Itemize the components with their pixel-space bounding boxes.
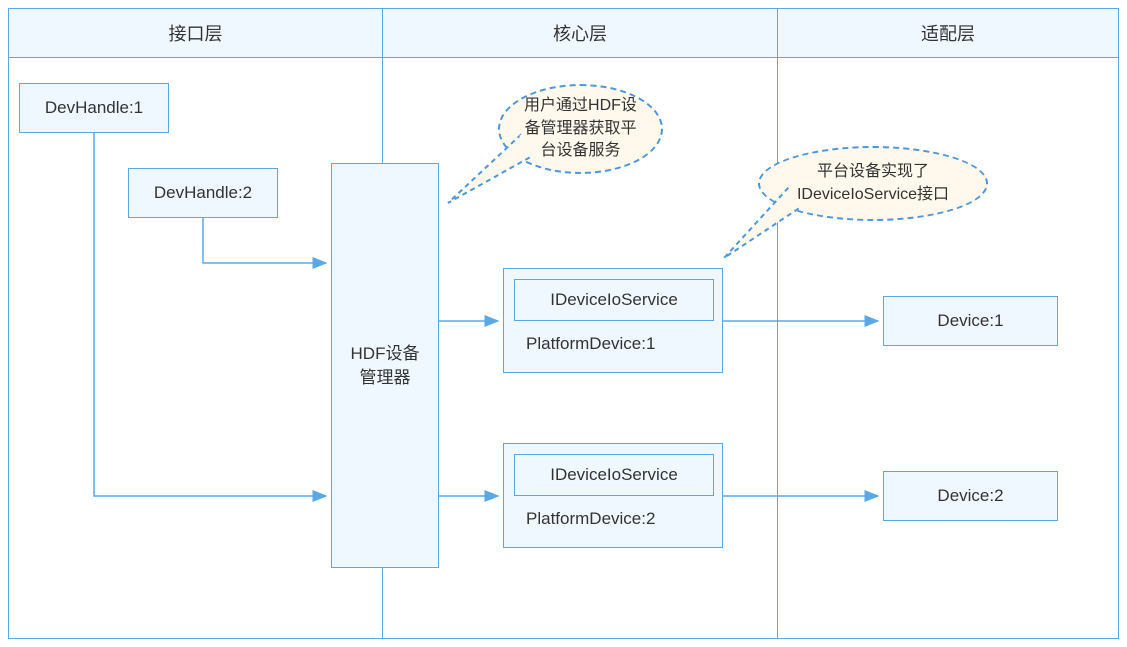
header-row: 接口层 核心层 适配层 xyxy=(8,8,1119,58)
label: Device:1 xyxy=(937,309,1003,333)
label: Device:2 xyxy=(937,484,1003,508)
column-interface xyxy=(8,58,383,639)
header-core: 核心层 xyxy=(383,8,778,58)
bubble-text: 平台设备实现了IDeviceIoService接口 xyxy=(797,161,949,206)
label: IDeviceIoService xyxy=(550,290,678,310)
header-interface: 接口层 xyxy=(8,8,383,58)
node-idevice-io-service-2: IDeviceIoService xyxy=(514,454,714,496)
label: DevHandle:1 xyxy=(45,96,143,120)
node-devhandle1: DevHandle:1 xyxy=(19,83,169,133)
label: HDF设备管理器 xyxy=(351,342,420,390)
bubble-hdf-note: 用户通过HDF设备管理器获取平台设备服务 xyxy=(498,84,663,174)
label: DevHandle:2 xyxy=(154,181,252,205)
bubble-text: 用户通过HDF设备管理器获取平台设备服务 xyxy=(524,95,637,162)
architecture-diagram: 接口层 核心层 适配层 DevHandle:1 DevHandle:2 HDF设… xyxy=(8,8,1119,639)
node-idevice-io-service-1: IDeviceIoService xyxy=(514,279,714,321)
node-hdf-manager: HDF设备管理器 xyxy=(331,163,439,568)
label: IDeviceIoService xyxy=(550,465,678,485)
platform-label-1: PlatformDevice:1 xyxy=(526,334,655,354)
node-platform-device-1: IDeviceIoService PlatformDevice:1 xyxy=(503,268,723,373)
bubble-platform-note: 平台设备实现了IDeviceIoService接口 xyxy=(758,146,988,221)
node-platform-device-2: IDeviceIoService PlatformDevice:2 xyxy=(503,443,723,548)
node-device-1: Device:1 xyxy=(883,296,1058,346)
node-devhandle2: DevHandle:2 xyxy=(128,168,278,218)
platform-label-2: PlatformDevice:2 xyxy=(526,509,655,529)
column-adapter xyxy=(778,58,1119,639)
header-adapter: 适配层 xyxy=(778,8,1119,58)
node-device-2: Device:2 xyxy=(883,471,1058,521)
